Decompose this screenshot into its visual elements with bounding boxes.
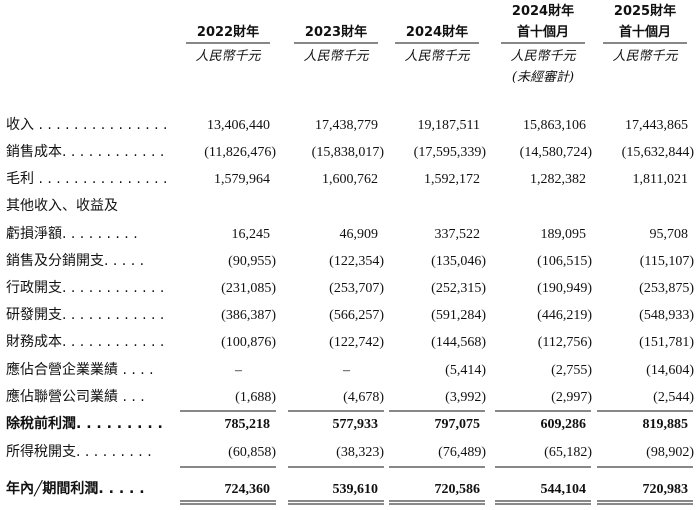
cell-value: 16,245 (232, 227, 271, 242)
cell-value: (386,387) (221, 308, 276, 323)
cell-value: 13,406,440 (207, 118, 270, 133)
column-header: 2023財年 (305, 24, 367, 40)
row-label: 銷售成本. . . . . . . . . . . . (6, 144, 164, 160)
unit-label: 人民幣千元 (303, 49, 369, 64)
unit-label: 人民幣千元 (510, 49, 576, 64)
cell-value: 819,885 (643, 417, 689, 432)
cell-value: (446,219) (537, 308, 592, 323)
cell-value: (231,085) (221, 281, 276, 296)
row-label: 其他收入、收益及 (6, 198, 118, 214)
column-header: 2022財年 (197, 24, 259, 40)
cell-value: 95,708 (650, 227, 689, 242)
row-label: 除稅前利潤. . . . . . . . . (6, 415, 163, 432)
row-label: 虧損淨額. . . . . . . . . (6, 226, 138, 242)
cell-value: 17,438,779 (315, 118, 378, 133)
unit-label: (未經審計) (512, 70, 574, 85)
cell-value: 1,811,021 (633, 172, 688, 187)
cell-value: (2,544) (653, 390, 694, 405)
row-label: 行政開支. . . . . . . . . . . . (6, 280, 164, 296)
cell-value: (115,107) (640, 254, 695, 269)
cell-value: (135,046) (431, 254, 486, 269)
cell-value: (106,515) (537, 254, 592, 269)
cell-value: 797,075 (435, 417, 481, 432)
cell-value: (548,933) (639, 308, 694, 323)
cell-value: (100,876) (221, 335, 276, 350)
cell-value: 724,360 (225, 482, 271, 497)
row-label: 毛利 . . . . . . . . . . . . . . . (6, 171, 168, 187)
cell-value: (122,742) (329, 335, 384, 350)
cell-value: (122,354) (329, 254, 384, 269)
row-label: 年內╱期間利潤. . . . . (6, 480, 145, 497)
cell-value: (14,580,724) (520, 145, 593, 160)
row-label: 所得稅開支. . . . . . . . . (6, 443, 152, 460)
cell-value: (17,595,339) (414, 145, 487, 160)
row-label: 應佔合營企業業績 . . . . (6, 361, 154, 378)
cell-value: (190,949) (537, 281, 592, 296)
cell-value: 19,187,511 (418, 118, 480, 133)
column-header: 首十個月 (619, 24, 671, 40)
cell-value: (253,875) (639, 281, 694, 296)
column-header: 首十個月 (517, 24, 569, 40)
row-label: 研發開支. . . . . . . . . . . . (6, 307, 164, 323)
cell-value: (15,838,017) (312, 145, 385, 160)
cell-value: (591,284) (431, 308, 486, 323)
cell-value: (151,781) (639, 335, 694, 350)
cell-value: 189,095 (541, 227, 587, 242)
cell-value: (76,489) (438, 445, 486, 460)
cell-value: (4,678) (343, 390, 384, 405)
cell-value: (11,826,476) (204, 145, 276, 160)
column-header: 2024財年 (406, 24, 468, 40)
cell-value: 544,104 (541, 482, 587, 497)
cell-value: 609,286 (541, 417, 587, 432)
cell-value: – (342, 363, 351, 378)
cell-value: 1,600,762 (322, 172, 378, 187)
cell-value: (38,323) (336, 445, 384, 460)
row-label: 收入 . . . . . . . . . . . . . . . (6, 117, 168, 133)
cell-value: (1,688) (235, 390, 276, 405)
cell-value: (566,257) (329, 308, 384, 323)
cell-value: (98,902) (646, 445, 694, 460)
cell-value: – (234, 363, 243, 378)
cell-value: 17,443,865 (625, 118, 688, 133)
cell-value: 1,592,172 (424, 172, 480, 187)
row-label: 應佔聯營公司業績 . . . (6, 388, 145, 405)
cell-value: (3,992) (445, 390, 486, 405)
cell-value: (90,955) (228, 254, 276, 269)
cell-value: (65,182) (544, 445, 592, 460)
cell-value: 539,610 (333, 482, 379, 497)
cell-value: (15,632,844) (622, 145, 695, 160)
cell-value: 577,933 (333, 417, 379, 432)
cell-value: (2,997) (551, 390, 592, 405)
cell-value: (2,755) (551, 363, 592, 378)
cell-value: 1,579,964 (214, 172, 270, 187)
column-header: 2024財年 (512, 3, 574, 19)
unit-label: 人民幣千元 (612, 49, 678, 64)
cell-value: (5,414) (445, 363, 486, 378)
cell-value: (252,315) (431, 281, 486, 296)
cell-value: 46,909 (340, 227, 379, 242)
row-label: 銷售及分銷開支. . . . . (6, 253, 144, 269)
cell-value: (112,756) (538, 335, 593, 350)
cell-value: (144,568) (431, 335, 486, 350)
cell-value: 337,522 (435, 227, 481, 242)
unit-label: 人民幣千元 (404, 49, 470, 64)
cell-value: (60,858) (228, 445, 276, 460)
unit-label: 人民幣千元 (195, 49, 261, 64)
cell-value: 15,863,106 (523, 118, 586, 133)
cell-value: 720,983 (643, 482, 689, 497)
row-label: 財務成本. . . . . . . . . . . . (6, 334, 164, 350)
cell-value: (253,707) (329, 281, 384, 296)
cell-value: (14,604) (646, 363, 694, 378)
cell-value: 785,218 (225, 417, 271, 432)
cell-value: 1,282,382 (530, 172, 586, 187)
column-header: 2025財年 (614, 3, 676, 19)
cell-value: 720,586 (435, 482, 481, 497)
